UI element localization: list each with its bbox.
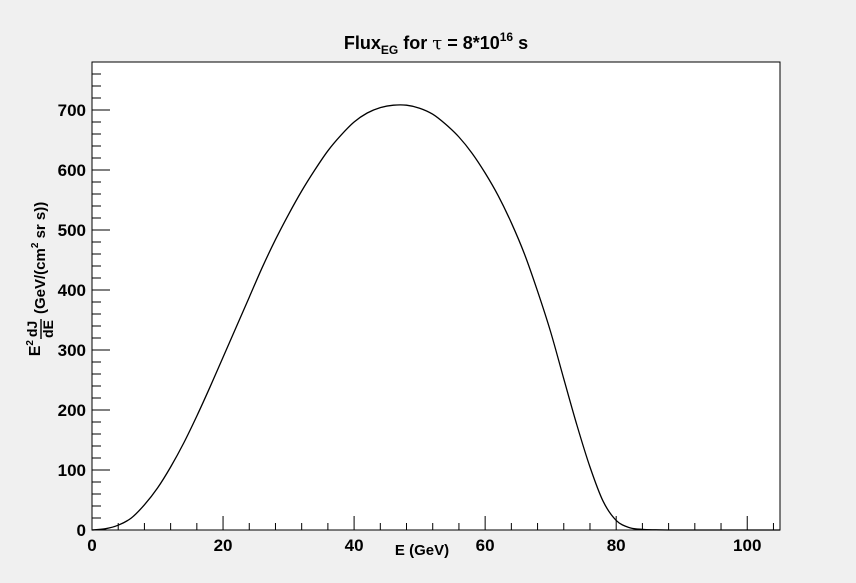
y-label-e-exponent: 2 — [25, 340, 36, 346]
title-prefix: Flux — [344, 33, 381, 53]
y-tick-label: 700 — [58, 101, 86, 120]
y-label-energy: E2 — [25, 340, 44, 357]
y-label-fraction-numerator: dJ — [24, 321, 40, 337]
y-tick-labels: 0 100 200 300 400 500 600 700 — [58, 101, 86, 540]
title-middle: for — [398, 33, 432, 53]
y-label-units-exponent: 2 — [30, 242, 41, 248]
x-tick-label: 60 — [476, 536, 495, 555]
y-tick-label: 100 — [58, 461, 86, 480]
y-label-units: (GeV/(cm2 sr s)) — [30, 202, 49, 314]
x-tick-label: 40 — [345, 536, 364, 555]
y-label-units-a: (GeV/(cm — [32, 248, 49, 314]
title-equation: = 8*10 — [442, 33, 500, 53]
x-tick-label: 100 — [733, 536, 761, 555]
y-axis-label: E2 dJ dE (GeV/(cm2 sr s)) — [24, 202, 56, 357]
series-line — [91, 104, 780, 531]
y-tick-label: 600 — [58, 161, 86, 180]
y-tick-label: 500 — [58, 221, 86, 240]
title-prefix-subscript: EG — [381, 43, 398, 57]
plot-background — [92, 62, 780, 530]
x-tick-label: 80 — [607, 536, 626, 555]
axis-ticks — [91, 61, 774, 531]
plot-frame — [91, 61, 781, 531]
y-tick-label: 0 — [77, 521, 86, 540]
title-unit: s — [513, 33, 528, 53]
x-axis-label: E (GeV) — [395, 542, 449, 559]
x-tick-label: 20 — [214, 536, 233, 555]
x-tick-label: 0 — [87, 536, 96, 555]
y-tick-label: 300 — [58, 341, 86, 360]
x-tick-labels: 0 20 40 60 80 100 — [87, 536, 761, 555]
title-exponent: 16 — [500, 30, 514, 44]
y-tick-label: 200 — [58, 401, 86, 420]
title-symbol: τ — [432, 33, 442, 54]
y-label-e: E — [27, 345, 44, 356]
y-tick-label: 400 — [58, 281, 86, 300]
y-label-units-b: sr s)) — [32, 202, 49, 243]
chart-title: FluxEG for τ = 8*1016 s — [344, 30, 528, 57]
y-label-fraction-denominator: dE — [40, 320, 56, 338]
